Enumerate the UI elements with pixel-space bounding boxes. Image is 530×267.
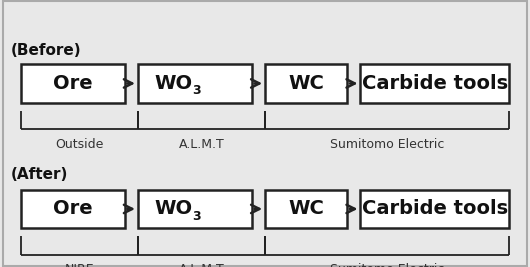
Text: Outside: Outside [55,138,104,151]
Text: Carbide tools: Carbide tools [361,74,508,93]
Text: 3: 3 [192,210,201,223]
Text: WO: WO [154,199,192,218]
Text: WC: WC [288,199,324,218]
Text: 3: 3 [192,84,201,97]
Text: Ore: Ore [53,74,93,93]
Bar [265,190,347,228]
Text: WC: WC [288,74,324,93]
Bar [360,190,509,228]
Text: A.L.M.T: A.L.M.T [179,138,224,151]
Bar [21,190,125,228]
Text: Carbide tools: Carbide tools [361,199,508,218]
Bar [21,64,125,103]
Bar [265,64,347,103]
Text: NIRE: NIRE [65,263,94,267]
Bar [138,64,252,103]
Bar [138,190,252,228]
Text: WO: WO [154,74,192,93]
Text: Sumitomo Electric: Sumitomo Electric [330,263,444,267]
Text: A.L.M.T: A.L.M.T [179,263,224,267]
Text: (After): (After) [11,167,68,182]
Bar [360,64,509,103]
Text: Ore: Ore [53,199,93,218]
Text: (Before): (Before) [11,43,81,58]
Text: Sumitomo Electric: Sumitomo Electric [330,138,444,151]
